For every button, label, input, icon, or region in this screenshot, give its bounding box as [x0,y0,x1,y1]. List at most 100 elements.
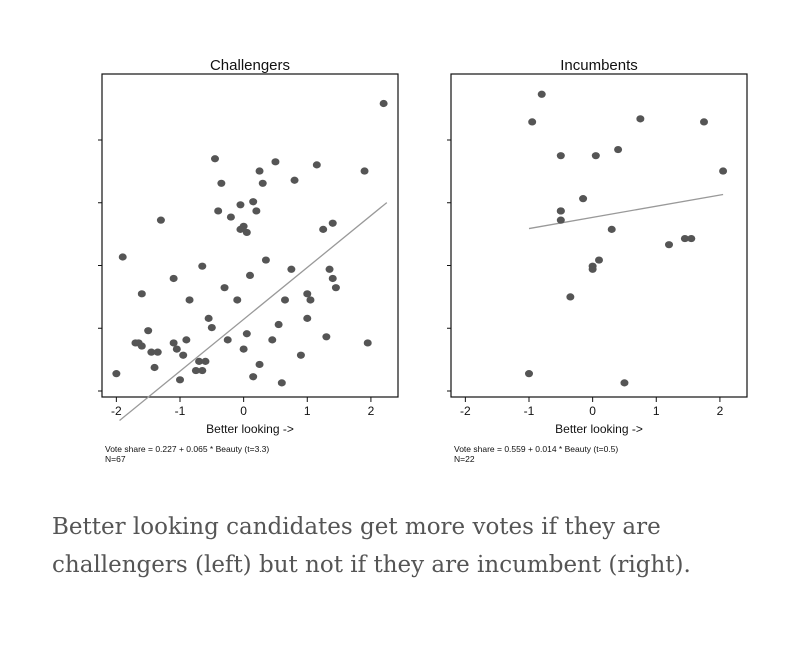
incumbents-data-point [579,195,588,203]
incumbents-note: Vote share = 0.559 + 0.014 * Beauty (t=0… [454,444,618,454]
challengers-data-point [150,363,159,372]
challengers-data-point [172,345,181,353]
challengers-data-point [214,207,223,215]
incumbents-data-point [556,207,565,215]
challengers-data-point [331,284,340,292]
challengers-data-point [242,330,251,338]
incumbents-data-point [525,370,533,378]
challengers-x-tick-label: 0 [240,404,247,418]
incumbents-data-point [588,265,597,273]
incumbents-x-axis-label: Better looking -> [555,422,643,436]
challengers-x-tick-label: 1 [304,404,311,418]
incumbents-data-point [607,225,616,233]
incumbents-data-point [636,115,645,123]
challengers-x-tick-label: 2 [368,404,375,418]
challengers-data-point [182,336,191,344]
challengers-note: N=67 [105,454,126,464]
challengers-data-point [274,320,283,329]
challengers-fit-line [119,202,388,421]
incumbents-data-point [614,145,623,154]
challengers-data-point [239,222,248,230]
incumbents-data-point [595,256,603,264]
challengers-data-point [169,339,178,347]
challengers-data-point [281,296,289,304]
incumbents-data-point [537,90,546,98]
challengers-data-point [290,176,299,184]
challengers-data-point [137,342,146,350]
incumbents-title: Incumbents [560,57,638,74]
incumbents-data-point [680,234,689,243]
challengers-x-tick-label: -2 [111,404,122,418]
challengers-data-point [169,274,178,283]
challengers-data-point [328,274,337,283]
challengers-data-point [271,158,280,166]
incumbents-data-point [556,216,565,224]
challengers-data-point [379,99,388,108]
challengers-data-point [198,366,207,375]
challengers-data-point [277,379,286,387]
incumbents-x-tick-label: 0 [589,404,596,418]
challengers-data-point [252,207,261,215]
challengers-data-point [211,155,219,163]
challengers-data-point [360,167,369,175]
incumbents-data-point [687,234,696,243]
figure-caption: Better looking candidates get more votes… [52,514,691,578]
challengers-data-point [201,357,210,365]
challengers-plot-frame [101,73,399,398]
challengers-data-point [303,290,312,298]
challengers-data-point [223,336,232,344]
challengers-data-point [179,351,188,359]
challengers-data-point [306,296,315,304]
incumbents-data-point [719,167,728,175]
challengers-data-point [176,376,184,384]
challengers-data-point [236,201,245,209]
incumbents-data-point [591,152,600,160]
challengers-data-point [255,167,264,175]
incumbents-plot-frame [450,73,748,398]
challengers-x-axis-label: Better looking -> [206,422,294,436]
challengers-data-point [242,228,251,237]
figure: Challengers -2 -1 0 1 2 Better looking -> Vote … [98,57,748,464]
incumbents-data-point [566,293,575,301]
challengers-panel: Challengers -2 -1 0 1 2 Better looking -> Vote … [98,57,399,464]
challengers-note: Vote share = 0.227 + 0.065 * Beauty (t=3… [105,444,269,454]
challengers-data-point [137,290,146,298]
challengers-data-point [118,253,127,261]
challengers-data-point [249,198,258,206]
challengers-data-point [255,360,264,369]
challengers-data-point [303,314,312,322]
challengers-data-point [296,351,305,359]
challengers-data-point [328,219,337,227]
challengers-x-tick-label: -1 [175,404,186,418]
challengers-data-point [325,265,334,273]
incumbents-data-point [528,118,537,126]
incumbents-data-point [700,118,708,126]
challengers-data-point [363,339,372,347]
challengers-data-point [319,225,328,233]
challengers-data-point [156,216,165,224]
challengers-data-point [220,284,229,292]
challengers-data-point [239,345,248,353]
challengers-data-point [185,296,194,304]
challengers-data-point [268,336,277,344]
incumbents-x-tick-label: -1 [524,404,535,418]
challengers-data-point [217,179,226,187]
incumbents-data-point [556,152,565,160]
challengers-data-point [287,265,296,273]
incumbents-x-tick-label: 2 [717,404,724,418]
challengers-data-point [312,161,321,169]
challengers-title: Challengers [210,57,290,74]
challengers-data-point [144,327,153,335]
challengers-data-point [147,348,156,356]
challengers-data-point [191,366,200,375]
challengers-data-point [249,373,258,381]
challengers-data-point [204,314,213,322]
challengers-data-point [261,256,270,264]
incumbents-x-tick-label: 1 [653,404,660,418]
challengers-data-point [246,271,254,280]
incumbents-note: N=22 [454,454,475,464]
challengers-data-point [153,348,162,356]
challengers-data-point [233,296,242,304]
challengers-data-point [322,333,331,341]
challengers-data-point [207,324,216,332]
